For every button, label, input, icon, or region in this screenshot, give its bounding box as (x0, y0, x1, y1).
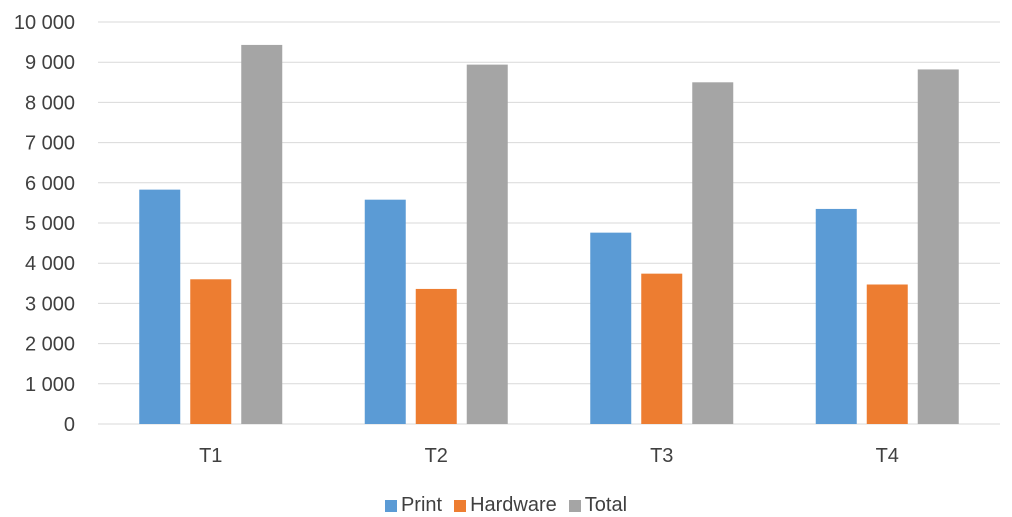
y-tick-label: 7 000 (25, 133, 75, 155)
bar-total-t1 (241, 44, 283, 424)
legend-item-hardware: Hardware (454, 494, 557, 517)
legend-swatch (384, 499, 397, 512)
bar-print-t2 (364, 199, 406, 424)
legend-swatch (568, 499, 581, 512)
y-tick-label: 2 000 (25, 334, 75, 356)
bar-hardware-t4 (866, 284, 908, 424)
legend-swatch (454, 499, 467, 512)
gridlines (98, 21, 1000, 425)
y-axis-ticks: 0 1 000 2 000 3 000 4 000 5 000 6 000 7 000 8 00… (14, 12, 75, 436)
legend-label: Total (584, 494, 628, 516)
bar-hardware-t3 (641, 273, 683, 424)
y-tick-label: 9 000 (25, 52, 75, 74)
legend-item-total: Total (568, 494, 628, 517)
y-tick-label: 3 000 (25, 293, 75, 315)
x-tick-label: T2 (425, 445, 448, 467)
x-tick-label: T4 (876, 445, 899, 467)
x-axis-ticks: T1 T2 T3 T4 (199, 445, 899, 467)
bar-hardware-t2 (415, 288, 457, 424)
y-tick-label: 6 000 (25, 173, 75, 195)
y-tick-label: 5 000 (25, 213, 75, 235)
bar-total-t4 (917, 69, 959, 424)
bar-total-t3 (692, 82, 734, 425)
bar-print-t3 (590, 232, 632, 424)
y-tick-label: 4 000 (25, 253, 75, 275)
y-tick-label: 8 000 (25, 92, 75, 114)
y-tick-label: 0 (64, 414, 75, 436)
legend-item-print: Print (384, 494, 443, 517)
x-tick-label: T3 (650, 445, 673, 467)
y-tick-label: 1 000 (25, 374, 75, 396)
bars (139, 44, 959, 425)
bar-total-t2 (466, 64, 508, 424)
legend: Print Hardware Total (0, 494, 1012, 517)
y-tick-label: 10 000 (14, 12, 75, 34)
bar-print-t1 (139, 189, 181, 424)
legend-label: Hardware (470, 494, 557, 516)
bar-hardware-t1 (190, 279, 232, 424)
bar-print-t4 (815, 208, 857, 424)
x-tick-label: T1 (199, 445, 222, 467)
bar-chart: 0 1 000 2 000 3 000 4 000 5 000 6 000 7 000 8 00… (14, 12, 1000, 467)
legend-label: Print (400, 494, 443, 516)
